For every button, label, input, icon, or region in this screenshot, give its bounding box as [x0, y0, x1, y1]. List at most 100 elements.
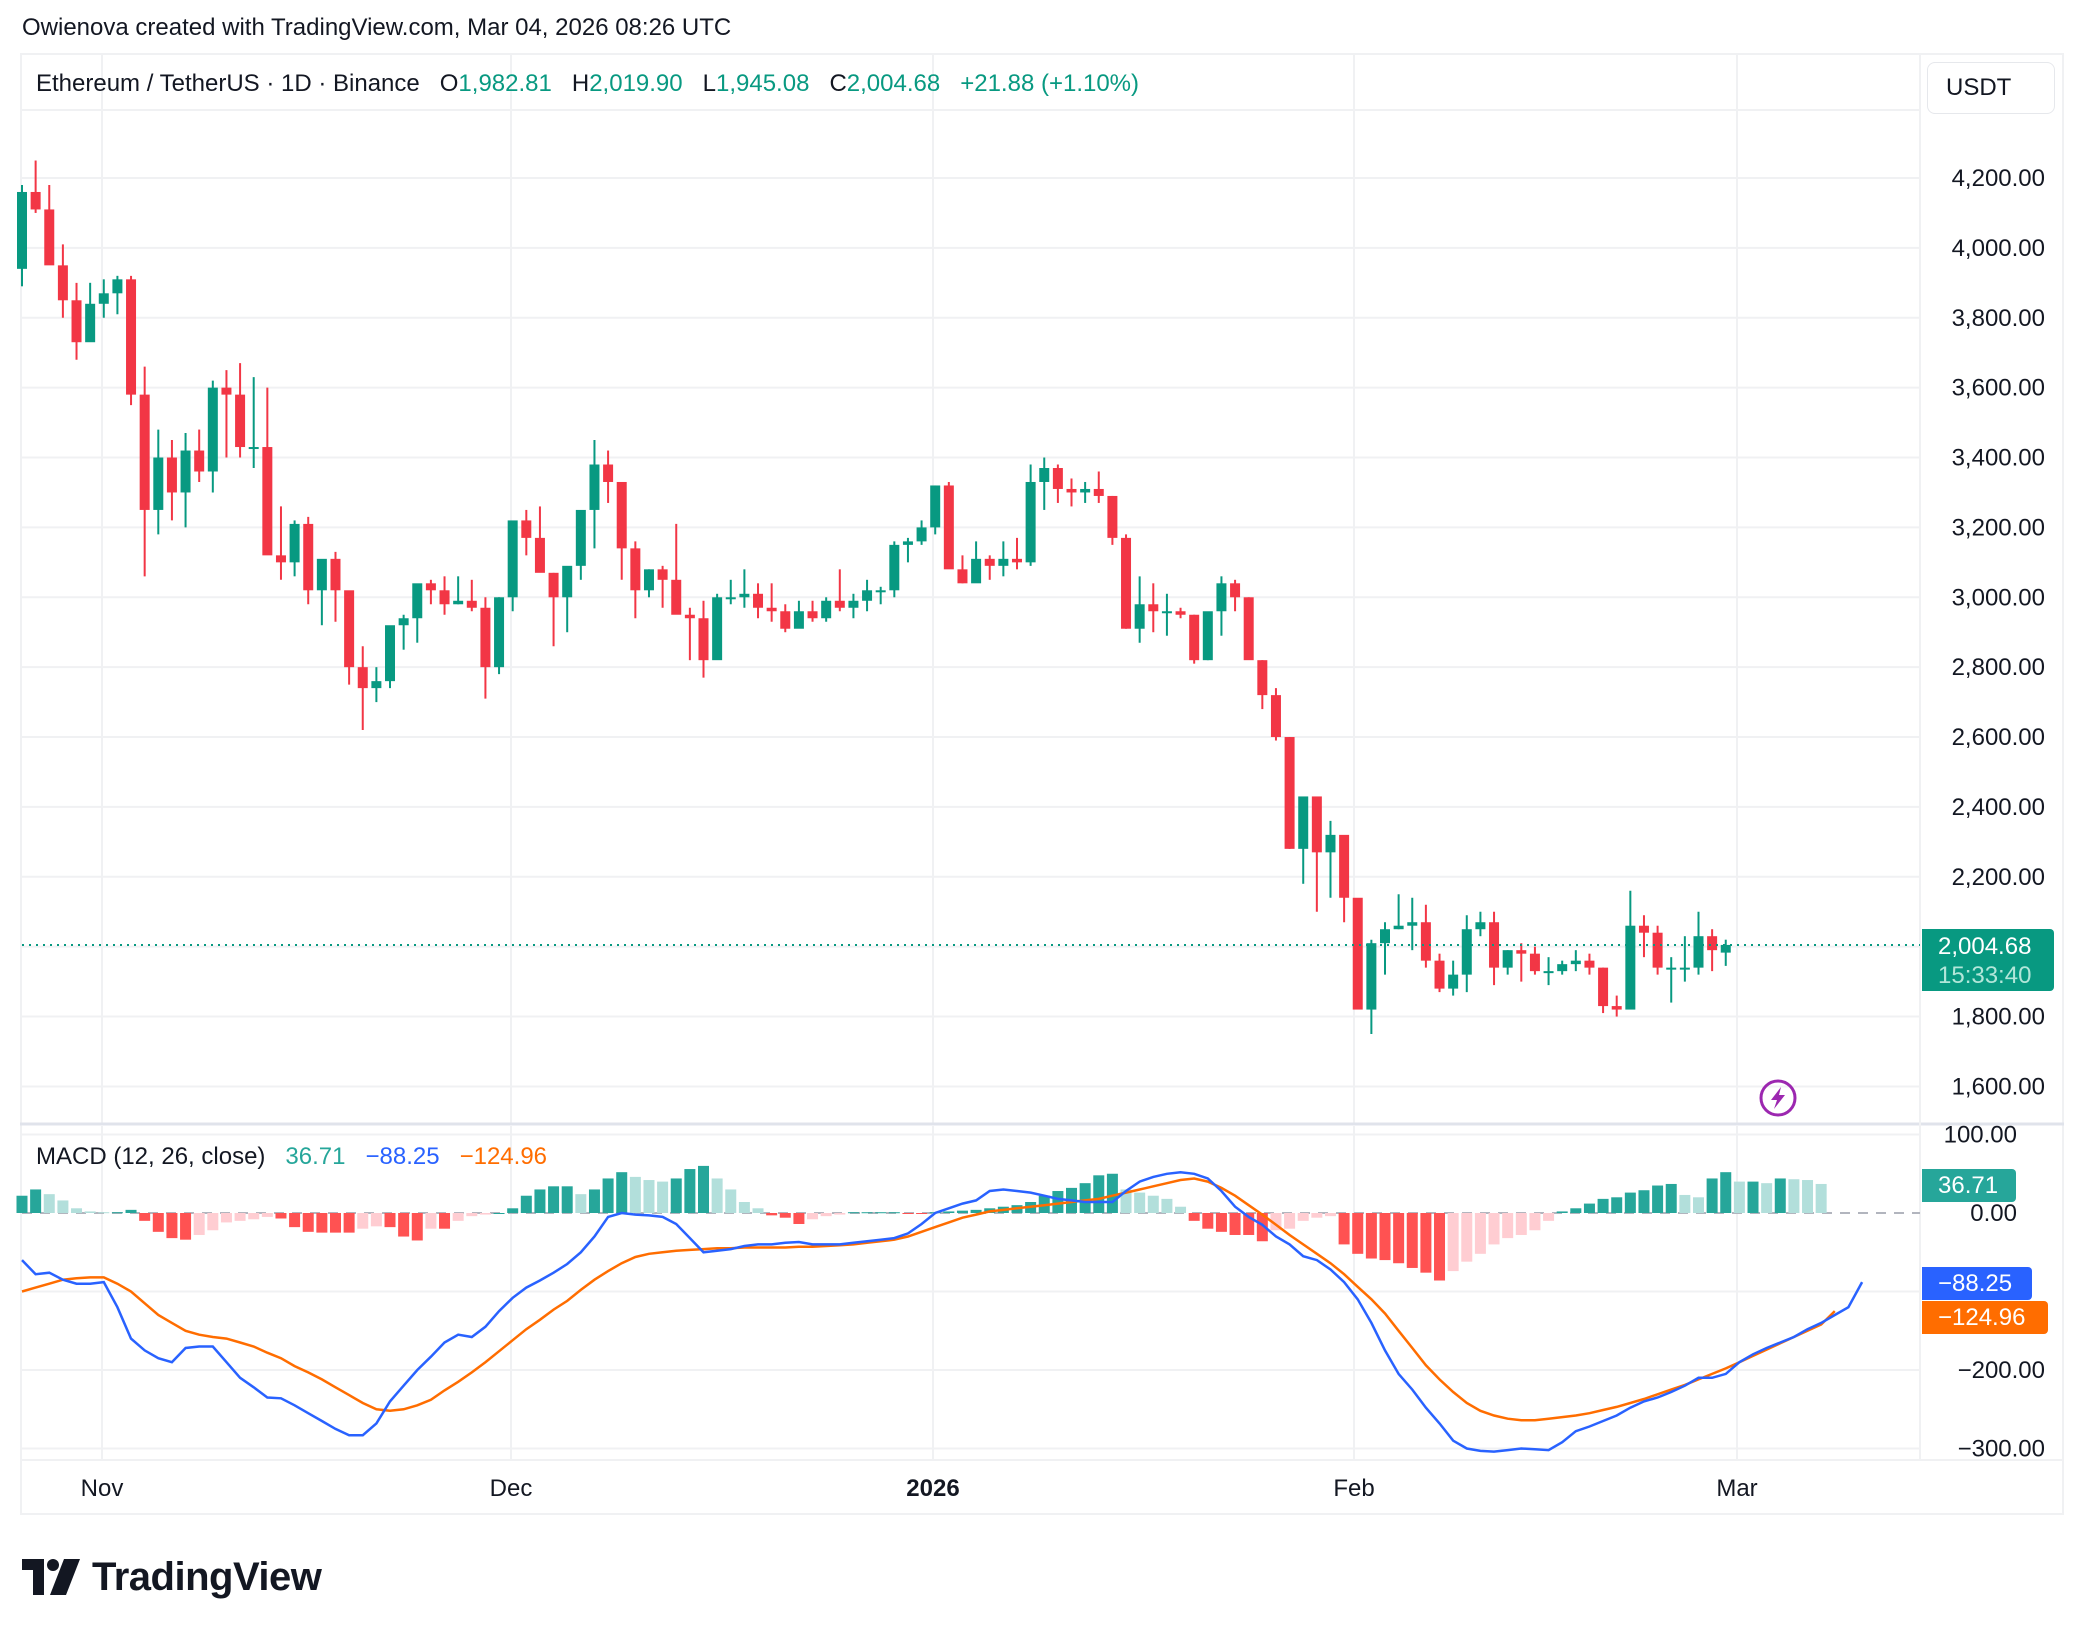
macd-histogram-bar — [425, 1213, 437, 1229]
macd-legend: MACD (12, 26, close) 36.71 −88.25 −124.9… — [36, 1143, 547, 1171]
macd-histogram-bar — [166, 1213, 178, 1239]
candle-down — [807, 611, 818, 619]
macd-histogram-bar — [738, 1202, 750, 1213]
macd-axis-label: 0.00 — [1970, 1200, 2017, 1227]
candle-down — [1434, 960, 1445, 989]
tradingview-logo[interactable]: TradingView — [22, 1555, 322, 1599]
price-axis-label: 3,200.00 — [1952, 514, 2045, 541]
candle-up — [643, 569, 654, 591]
candle-down — [1066, 488, 1077, 493]
macd-histogram-bar — [111, 1212, 123, 1214]
time-label-2026: 2026 — [906, 1475, 960, 1502]
price-axis-label: 2,200.00 — [1952, 864, 2045, 891]
macd-histogram-bar — [561, 1186, 573, 1213]
candle-down — [275, 555, 286, 563]
candle-down — [1489, 922, 1500, 968]
macd-histogram-bar — [1665, 1183, 1677, 1213]
candle-up — [112, 279, 123, 294]
macd-histogram-bar — [1379, 1213, 1391, 1261]
candle-down — [616, 481, 627, 549]
candle-down — [521, 520, 532, 538]
open-value: 1,982.81 — [458, 70, 552, 97]
candle-up — [412, 583, 423, 619]
candle-up — [289, 523, 300, 563]
candle-down — [603, 464, 614, 482]
candle-down — [1093, 488, 1104, 496]
candle-down — [1516, 950, 1527, 954]
candle-up — [1570, 960, 1581, 965]
candle-down — [1230, 583, 1241, 598]
close-label: C — [829, 70, 847, 97]
symbol-title: Ethereum / TetherUS · 1D · Binance — [36, 70, 420, 97]
currency-button[interactable]: USDT — [1927, 62, 2055, 114]
macd-histogram-bar — [1284, 1213, 1296, 1229]
macd-histogram-bar — [670, 1178, 682, 1213]
macd-histogram-bar — [71, 1208, 83, 1213]
macd-line — [21, 1170, 1864, 1453]
macd-histogram-bar — [779, 1213, 791, 1218]
candle-up — [1693, 936, 1704, 968]
candle-up — [1475, 922, 1486, 930]
axes: 4,200.00 4,000.00 3,800.00 3,600.00 3,400.00… — [1944, 165, 2045, 1463]
candle-down — [834, 600, 845, 608]
candle-up — [453, 600, 464, 605]
candle-down — [466, 600, 477, 608]
macd-histogram-bar — [1474, 1213, 1486, 1254]
macd-line-tag: −88.25 — [1922, 1267, 2032, 1300]
candle-up — [1720, 944, 1731, 953]
low-label: L — [702, 70, 716, 97]
candle-down — [221, 387, 232, 395]
macd-histogram-bar — [861, 1212, 873, 1214]
candle-down — [330, 558, 341, 591]
candle-down — [630, 548, 641, 591]
time-label-nov: Nov — [80, 1475, 124, 1502]
macd-histogram-bar — [888, 1212, 900, 1214]
candle-up — [848, 600, 859, 608]
macd-histogram-bar — [1638, 1190, 1650, 1213]
candle-down — [684, 614, 695, 619]
macd-histogram-bar — [493, 1213, 505, 1214]
candle-up — [889, 544, 900, 591]
candle-down — [262, 447, 273, 556]
macd-histogram-bar — [1720, 1172, 1732, 1213]
macd-histogram-bar — [916, 1213, 928, 1214]
price-axis-label: 4,000.00 — [1952, 235, 2045, 262]
macd-histogram-bar — [875, 1212, 887, 1214]
candle-down — [425, 583, 436, 591]
candle-up — [248, 447, 259, 450]
macd-histogram-bar — [1297, 1213, 1309, 1221]
macd-signal-value: −124.96 — [459, 1143, 548, 1170]
macd-histogram-bar — [1093, 1175, 1105, 1213]
candle-up — [589, 464, 600, 510]
macd-histogram-bar — [84, 1211, 96, 1213]
macd-title: MACD (12, 26, close) — [36, 1143, 266, 1170]
candle-down — [303, 523, 314, 591]
macd-histogram-bar — [847, 1212, 859, 1214]
macd-histogram-bar — [629, 1176, 641, 1213]
macd-histogram-bar — [248, 1213, 260, 1220]
candle-up — [1461, 929, 1472, 975]
candle-up — [1380, 929, 1390, 944]
candle-up — [371, 681, 382, 689]
lightning-icon[interactable] — [1758, 1078, 1798, 1118]
candle-up — [385, 625, 396, 682]
macd-histogram-bar — [834, 1213, 846, 1215]
macd-histogram-bar — [439, 1213, 451, 1229]
candle-up — [1325, 834, 1336, 853]
macd-histogram-bar — [329, 1213, 341, 1233]
macd-histogram-bar — [1352, 1213, 1364, 1254]
candle-up — [862, 590, 873, 601]
candle-up — [1298, 796, 1309, 849]
macd-histogram-bar — [1461, 1213, 1473, 1262]
candle-down — [1107, 495, 1118, 538]
candle-up — [575, 509, 586, 566]
macd-histogram-bar — [1529, 1213, 1541, 1231]
macd-histogram-bar — [1733, 1181, 1745, 1213]
macd-histogram-bar — [1270, 1213, 1282, 1231]
signal-line-tag: −124.96 — [1922, 1301, 2048, 1334]
macd-axis-label: −300.00 — [1958, 1436, 2045, 1463]
high-value: 2,019.90 — [589, 70, 683, 97]
macd-histogram-bar — [98, 1212, 110, 1214]
macd-histogram-bar — [1488, 1213, 1500, 1245]
